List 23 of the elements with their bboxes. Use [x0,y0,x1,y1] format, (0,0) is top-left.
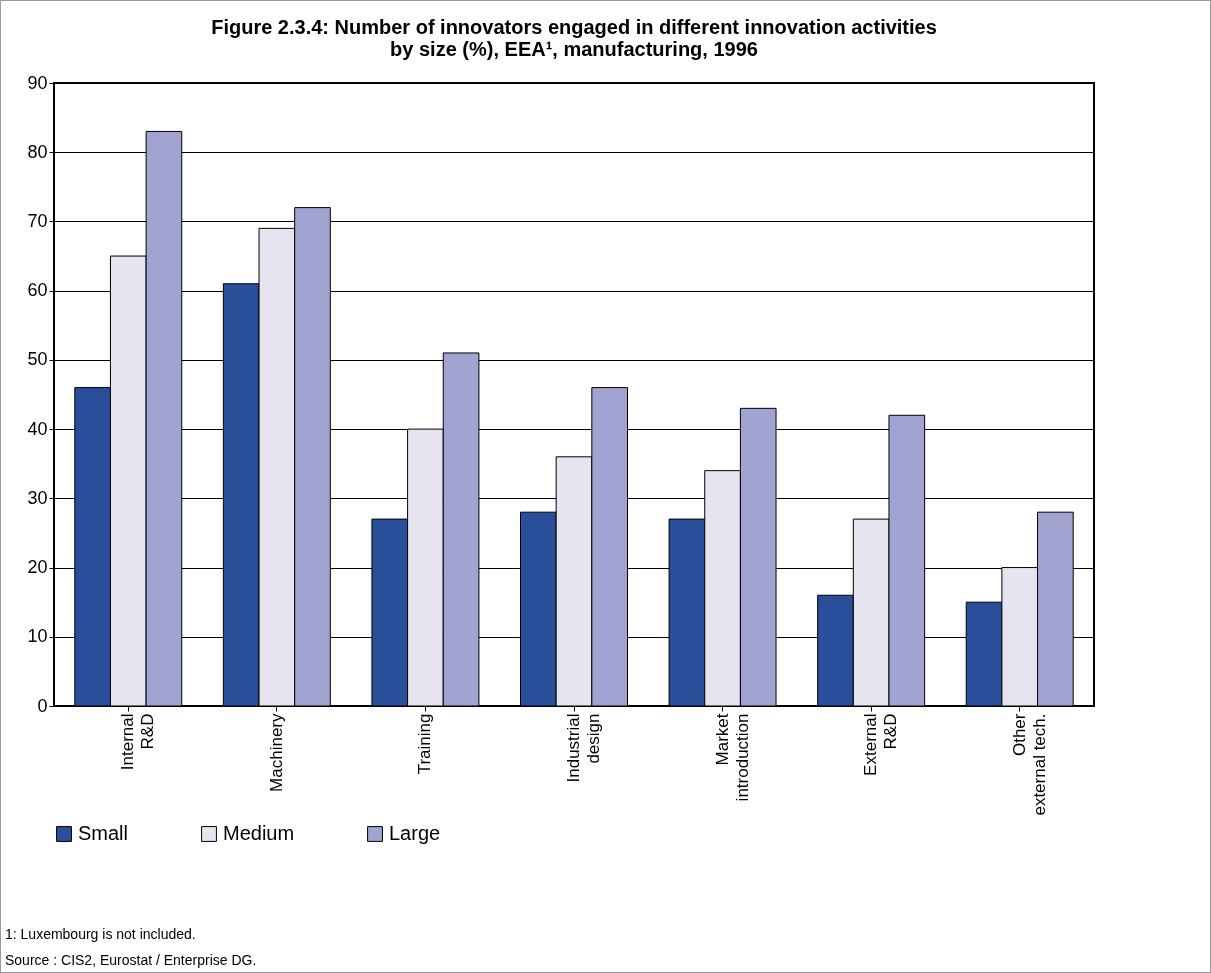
source-note: Source : CIS2, Eurostat / Enterprise DG. [5,951,257,970]
y-tick-label: 10 [27,626,48,647]
y-tick-label: 0 [37,695,48,716]
x-tick-label: Other external tech. [1009,713,1049,816]
chart-title: Figure 2.3.4: Number of innovators engaged in different innovation activities by size (%), EEA¹, manufacturing, 1996 [211,16,937,60]
x-tick-label: Machinery [266,713,286,792]
y-tick-label: 60 [27,280,48,301]
y-tick-label: 30 [27,487,48,508]
y-tick-label: 80 [27,141,48,162]
y-tick-label: 40 [27,418,48,439]
x-tick-label: External R&D [861,713,901,776]
x-tick-label: Internal R&D [118,713,158,771]
legend-label: Medium [223,822,295,844]
text: 1: Luxembourg is not included. [5,925,197,944]
y-tick-label: 90 [27,72,48,93]
y-tick-label: 20 [27,557,48,578]
x-tick-label: Training [415,713,435,775]
y-tick-label: 50 [27,349,48,370]
y-tick-label: 70 [27,210,48,231]
legend-label: Large [389,822,441,844]
x-tick-label: Market introduction [712,713,752,802]
legend-label: Small [78,822,129,844]
x-tick-label: Industrial design [564,713,603,783]
